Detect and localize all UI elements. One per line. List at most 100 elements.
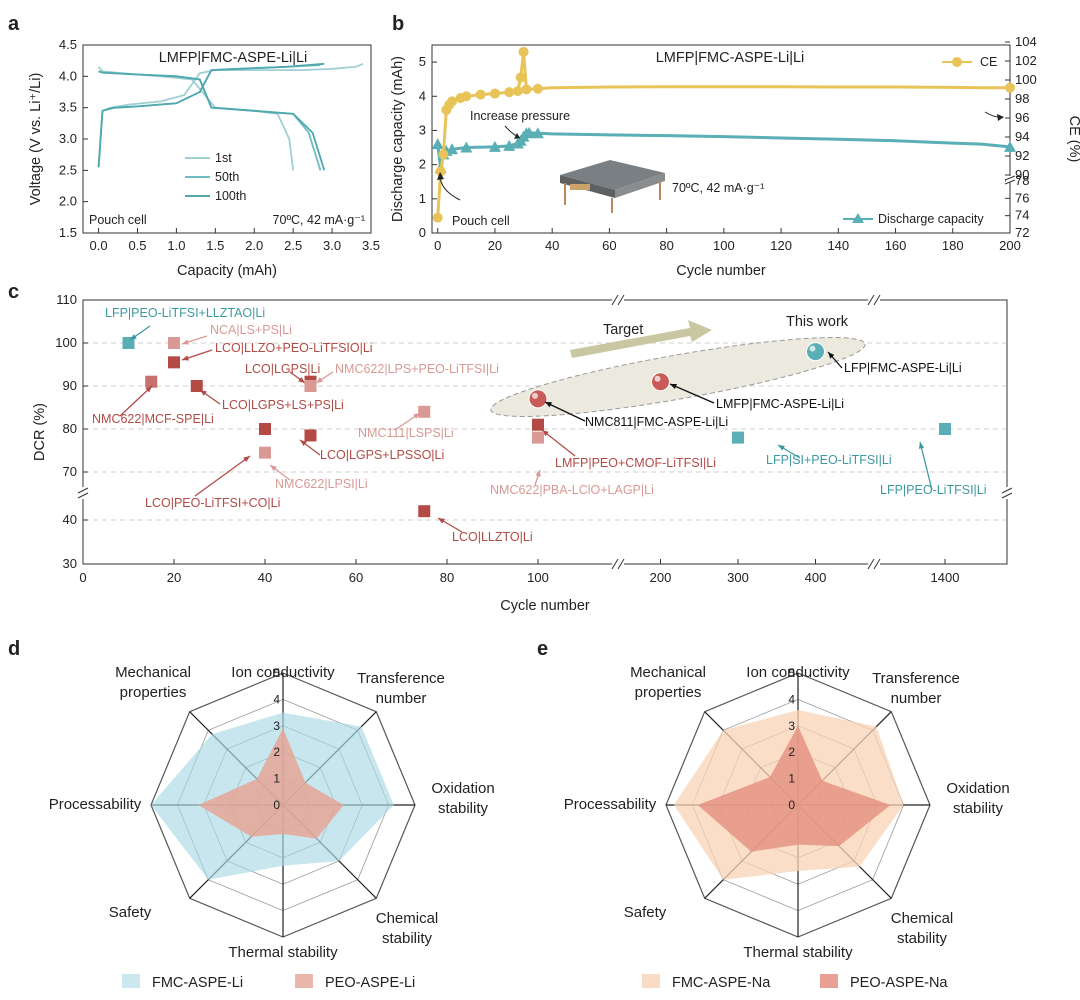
- capacity-point: [531, 127, 544, 139]
- b-ytick-right-label: 102: [1015, 53, 1037, 68]
- a-ytick-label: 4.5: [59, 37, 77, 52]
- b-ytick-right-label: 90: [1015, 167, 1029, 182]
- b-xtick-label: 160: [885, 238, 907, 253]
- c-point: [939, 423, 951, 435]
- a-xtick-label: 2.0: [245, 238, 263, 253]
- b-ytick-right-label: 104: [1015, 34, 1037, 49]
- c-xtick-label: 0: [79, 570, 86, 585]
- panel-c-points: LFP|PEO-LiTFSI+LLZTAO|Li NCA|LS+PS|Li LCO|…: [92, 306, 987, 544]
- increase-pressure-label: Increase pressure: [470, 109, 570, 123]
- radar-axis-label: Chemical: [891, 910, 954, 927]
- c-point-arrow: [194, 455, 251, 497]
- c-point-label: LCO|LGPS+LS+PS|Li: [222, 398, 344, 412]
- c-point-arrowhead: [778, 445, 785, 451]
- radar-axis-label: Thermal stability: [228, 944, 338, 961]
- panel-b-conditions: 70ºC, 42 mA·g⁻¹: [672, 181, 764, 195]
- radar-axis-label: Processability: [564, 796, 657, 813]
- a-xtick-label: 0.5: [128, 238, 146, 253]
- legend-fmc-li-swatch: [122, 974, 140, 988]
- a-series-line: [97, 62, 364, 168]
- c-point: [145, 375, 158, 388]
- c-point-sphere-highlight: [654, 375, 661, 382]
- a-xtick-label: 1.0: [167, 238, 185, 253]
- b-xtick-label: 40: [545, 238, 559, 253]
- legend-50th-label: 50th: [215, 170, 239, 184]
- c-point-arrowhead: [918, 442, 925, 449]
- c-point-arrowhead: [298, 376, 305, 383]
- radar-scale-label: 3: [273, 719, 280, 733]
- b-ytick-label: 1: [419, 191, 426, 206]
- panel-a-note-right: 70ºC, 42 mA·g⁻¹: [273, 213, 365, 227]
- panel-b-series: [431, 46, 1016, 223]
- radar-axis-label: Transference: [872, 670, 960, 687]
- c-ytick-label: 110: [56, 292, 77, 307]
- radar-scale-label: 4: [273, 692, 280, 706]
- a-xtick-label: 3.5: [362, 238, 380, 253]
- b-ytick-right-label: 98: [1015, 91, 1029, 106]
- pouch-cell-note: Pouch cell: [452, 214, 510, 228]
- c-point-label: LFP|PEO-LiTFSI+LLZTAO|Li: [105, 306, 265, 320]
- a-series-line: [97, 66, 295, 171]
- a-xtick-label: 2.5: [284, 238, 302, 253]
- panel-c-label: c: [8, 281, 19, 303]
- ce-point: [432, 212, 443, 223]
- c-point-arrowhead: [545, 402, 552, 408]
- c-point-arrowhead: [828, 352, 835, 359]
- c-point-sphere-highlight: [532, 392, 538, 399]
- radar-scale-label: 0: [273, 798, 280, 812]
- c-point-label: LCO|LGPS+LPSSO|Li: [320, 448, 444, 462]
- ce-point: [438, 149, 449, 160]
- a-ytick-label: 4.0: [59, 68, 77, 83]
- b-xtick-label: 100: [713, 238, 735, 253]
- c-point-label: LFP|PEO-LiTFSI|Li: [880, 483, 987, 497]
- radar-axis-label: Ion conductivity: [231, 664, 335, 681]
- c-point-arrow: [669, 383, 715, 404]
- c-point-arrowhead: [413, 413, 420, 419]
- radar-series-1: [697, 725, 891, 852]
- c-ytick-label: 30: [63, 556, 77, 571]
- b-ytick-right-label: 100: [1015, 72, 1037, 87]
- c-point-arrow: [919, 441, 933, 491]
- panel-d-legend: FMC-ASPE-Li PEO-ASPE-Li: [122, 974, 415, 991]
- radar-scale-label: 4: [788, 692, 795, 706]
- radar-axis-label: Oxidation: [946, 780, 1009, 797]
- c-point-label: LCO|PEO-LiTFSI+CO|Li: [145, 496, 280, 510]
- radar-axis-label: number: [376, 690, 427, 707]
- legend-1st-label: 1st: [215, 151, 232, 165]
- c-ytick-label: 90: [63, 378, 77, 393]
- c-point-label: NMC622|PBA-LClO+LAGP|Li: [490, 483, 654, 497]
- a-xtick-label: 0.0: [90, 238, 108, 253]
- a-series-line: [98, 70, 326, 171]
- axis-breaks: [77, 294, 1013, 570]
- target-region: [490, 337, 866, 417]
- c-point: [168, 337, 180, 349]
- panel-d-label: d: [8, 638, 20, 660]
- c-ytick-label: 70: [63, 464, 77, 479]
- radar-axis-label: number: [891, 690, 942, 707]
- panel-a-note-left: Pouch cell: [89, 213, 147, 227]
- panel-c: c 0 20 40 60 80 100 200 300 400 1400 30 40 70 80 90 100…: [8, 281, 1013, 614]
- a-ytick-label: 3.0: [59, 131, 77, 146]
- radar-axis-label: stability: [953, 800, 1004, 817]
- radar-axis-label: Oxidation: [431, 780, 494, 797]
- c-point-arrowhead: [243, 456, 250, 462]
- c-point-label: NMC622|MCF-SPE|Li: [92, 412, 214, 426]
- b-xtick-label: 20: [488, 238, 502, 253]
- ce-point: [504, 87, 515, 98]
- capacity-point: [460, 141, 473, 153]
- ce-point: [521, 84, 532, 95]
- c-point-arrowhead: [316, 377, 323, 383]
- radar-axis-label: stability: [897, 930, 948, 947]
- c-point-arrowhead: [270, 465, 277, 472]
- ce-point: [489, 88, 500, 99]
- panel-c-xlabel: Cycle number: [500, 598, 590, 614]
- c-point: [418, 505, 431, 518]
- a-ytick-label: 1.5: [59, 225, 77, 240]
- capacity-point: [1004, 140, 1016, 152]
- c-point-label: LCO|LLZO+PEO-LiTFSIO|Li: [215, 341, 373, 355]
- c-point-label: LMFP|PEO+CMOF-LiTFSI|Li: [555, 456, 716, 470]
- c-point-arrowhead: [130, 334, 137, 340]
- c-point: [259, 423, 271, 435]
- c-ytick-label: 40: [63, 512, 77, 527]
